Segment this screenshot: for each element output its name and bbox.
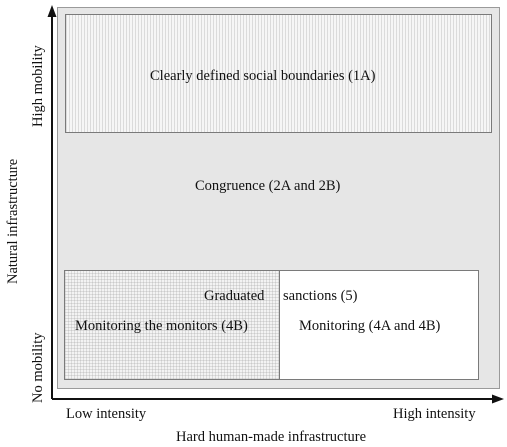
- y-axis-low-label: No mobility: [30, 332, 46, 404]
- y-axis-high-label: High mobility: [30, 45, 46, 127]
- congruence-label: Congruence (2A and 2B): [195, 178, 341, 194]
- sanctions-label: sanctions (5): [283, 288, 358, 304]
- x-axis-title: Hard human-made infrastructure: [176, 429, 367, 445]
- x-axis-arrow: [492, 394, 504, 404]
- y-axis-title: Natural infrastructure: [5, 158, 21, 284]
- y-axis-arrow: [47, 5, 57, 17]
- social-boundaries-label: Clearly defined social boundaries (1A): [150, 68, 376, 84]
- monitoring-the-monitors-label: Monitoring the monitors (4B): [75, 318, 248, 334]
- monitoring-label: Monitoring (4A and 4B): [299, 318, 441, 334]
- x-axis-low-label: Low intensity: [66, 406, 147, 422]
- monitoring-the-monitors-region: [64, 270, 280, 380]
- social-boundaries-region: [65, 14, 492, 133]
- graduated-label: Graduated: [204, 288, 265, 304]
- x-axis-high-label: High intensity: [393, 406, 476, 422]
